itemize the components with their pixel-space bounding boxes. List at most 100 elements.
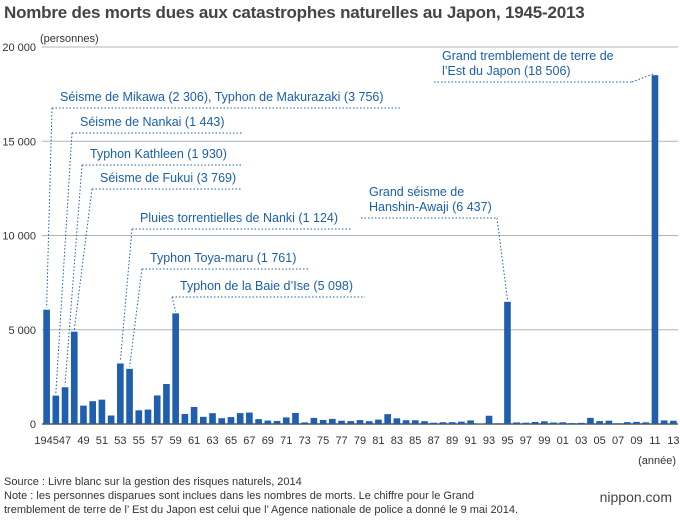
annotation: Typhon de la Baie d’Ise (5 098) (171, 279, 365, 312)
bar (347, 421, 355, 424)
x-tick-label: 77 (335, 435, 347, 447)
bar-chart: 0 5 000 10 000 15 000 20 000 1945 47 49 51 53 55 5… (2, 33, 679, 467)
annotation-label: Séisme de Fukui (3 769) (100, 171, 236, 185)
annotation-leader (171, 296, 177, 312)
x-tick-label: 07 (612, 435, 624, 447)
x-tick-label: 1945 (34, 435, 58, 447)
x-tick-label: 13 (667, 435, 679, 447)
bar (126, 368, 133, 424)
y-axis: 0 5 000 10 000 15 000 20 000 (2, 42, 36, 431)
bar (458, 421, 465, 424)
x-tick-label: 93 (483, 435, 495, 447)
x-tick-label: 11 (649, 435, 660, 447)
bar (494, 423, 502, 424)
annotation-label: Typhon Kathleen (1 930) (90, 147, 227, 161)
bar (531, 421, 539, 424)
y-axis-label: (personnes) (40, 33, 99, 45)
bar (227, 417, 235, 424)
x-tick-label: 91 (464, 435, 476, 447)
annotation: Séisme de Fukui (3 769) (73, 171, 242, 330)
bar (365, 421, 373, 424)
annotation-label: Grand séisme de (369, 185, 464, 199)
bar (421, 421, 428, 424)
bar (301, 422, 309, 424)
footer-notes: Source : Livre blanc sur la gestion des … (4, 475, 524, 517)
annotation-label: Séisme de Nankai (1 443) (80, 115, 225, 129)
bar (670, 420, 677, 424)
x-tick-label: 89 (446, 435, 458, 447)
bar (199, 416, 207, 424)
annotation: Grand tremblement de terre del’Est du Ja… (434, 49, 656, 83)
bar (264, 420, 272, 424)
annotation-leader (496, 217, 508, 300)
x-tick-label: 85 (409, 435, 421, 447)
x-tick-label: 63 (206, 435, 218, 447)
bar (504, 301, 511, 424)
bar (660, 420, 668, 424)
bar (559, 422, 567, 424)
bar (107, 415, 115, 424)
bar (172, 313, 179, 424)
x-tick-label: 49 (77, 435, 89, 447)
annotation-leader (46, 107, 53, 308)
x-tick-label: 83 (391, 435, 403, 447)
bar (375, 419, 382, 424)
bar (190, 406, 198, 424)
y-tick-label: 0 (30, 419, 36, 431)
bar (89, 401, 97, 424)
bar (623, 422, 631, 424)
x-tick-label: 73 (299, 435, 311, 447)
bar (384, 414, 391, 424)
bar (144, 409, 152, 424)
x-tick-label: 67 (243, 435, 255, 447)
x-tick-label: 71 (280, 435, 292, 447)
bar (430, 422, 438, 424)
x-tick-label: 69 (262, 435, 274, 447)
brand-logo: nippon.com (599, 489, 672, 505)
bar (135, 410, 143, 424)
bar (476, 423, 484, 425)
bar (98, 399, 106, 424)
x-axis: 1945 47 49 51 53 55 57 59 61 63 65 67 69 71 73 75 77 79 81… (34, 435, 679, 447)
x-tick-label: 87 (428, 435, 440, 447)
bar (605, 420, 613, 424)
annotation: Séisme de Mikawa (2 306), Typhon de Maku… (46, 90, 402, 308)
bar (236, 413, 244, 424)
bar (614, 423, 622, 424)
bar (163, 384, 170, 424)
bar (513, 422, 521, 424)
bar (310, 417, 318, 424)
bar (541, 421, 548, 424)
bar (642, 422, 650, 424)
x-tick-label: 01 (557, 435, 569, 447)
x-tick-label: 47 (59, 435, 71, 447)
y-tick-label: 15 000 (2, 136, 36, 148)
bar (329, 418, 336, 424)
bar (246, 412, 253, 424)
x-tick-label: 55 (133, 435, 145, 447)
x-tick-label: 75 (317, 435, 329, 447)
x-tick-label: 57 (151, 435, 163, 447)
bar (568, 423, 576, 424)
annotation-leader (631, 72, 656, 83)
annotation-label: Typhon de la Baie d’Ise (5 098) (180, 279, 353, 293)
annotation-label: Typhon Toya-maru (1 761) (150, 251, 296, 265)
y-tick-label: 10 000 (2, 231, 36, 243)
bar (52, 395, 60, 424)
bar (282, 417, 290, 424)
bar (209, 413, 216, 424)
bar (218, 418, 226, 424)
x-tick-label: 05 (594, 435, 606, 447)
bar (550, 422, 557, 424)
annotation-label: Grand tremblement de terre de (442, 49, 614, 63)
annotation: Typhon Toya-maru (1 761) (129, 251, 308, 367)
bar (467, 420, 474, 424)
bar (485, 415, 493, 424)
x-tick-label: 61 (188, 435, 200, 447)
annotation-label: Pluies torrentielles de Nanki (1 124) (140, 211, 338, 225)
bars (43, 75, 677, 425)
bar (402, 420, 410, 424)
bar (651, 75, 659, 425)
bar (153, 395, 161, 424)
